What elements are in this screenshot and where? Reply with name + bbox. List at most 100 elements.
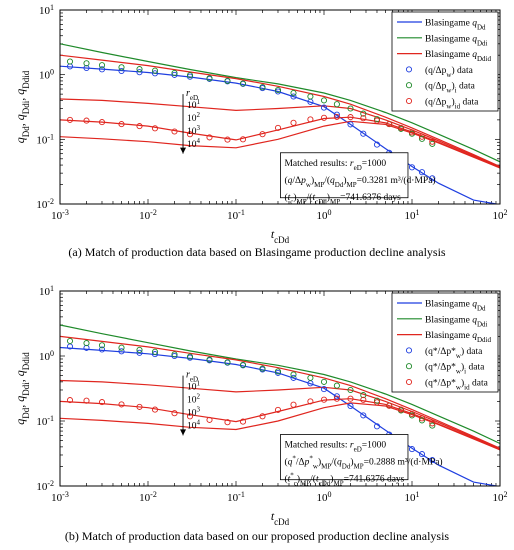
series-line-2: [60, 54, 500, 168]
legend-entry: (q*/Δp*w)id data: [405, 378, 489, 392]
y-tick-label: 10-1: [36, 132, 54, 147]
data-point: [83, 64, 90, 72]
series-line-0: [60, 346, 500, 486]
data-point: [98, 66, 106, 73]
data-point: [186, 72, 194, 79]
chart-panel-b: 10-3 10-2 10-1 100 101 10210-210-1100101tcDdq…: [13, 284, 508, 544]
data-point: [429, 457, 436, 464]
data-point: [259, 413, 266, 420]
x-tick-label: 102: [493, 208, 508, 223]
data-point: [224, 136, 231, 143]
legend-entry: Blasingame qDdi: [397, 34, 488, 47]
data-point: [360, 115, 367, 122]
data-point: [136, 349, 143, 356]
data-point: [259, 131, 266, 138]
data-point: [347, 105, 354, 112]
data-point: [333, 111, 340, 118]
legend-entry: Blasingame qDd: [397, 19, 486, 32]
data-point: [429, 138, 436, 145]
plot-frame: [59, 9, 501, 205]
data-point: [206, 356, 213, 363]
data-point: [66, 397, 74, 404]
data-point: [320, 114, 328, 121]
y-tick-label: 100: [39, 349, 54, 364]
legend-label: (q*/Δp*w)i data: [425, 362, 485, 376]
legend-label: (q/Δpw)id data: [425, 97, 479, 111]
data-point: [373, 141, 381, 148]
data-point: [429, 175, 436, 182]
reD-arrow-head: [180, 429, 187, 436]
data-point: [397, 124, 405, 131]
data-point: [274, 406, 282, 413]
reD-arrow-head: [180, 147, 187, 154]
data-point: [83, 340, 90, 347]
data-point: [171, 410, 178, 417]
data-point: [171, 71, 178, 78]
x-tick-label: 101: [405, 208, 420, 223]
data-point: [171, 128, 178, 135]
reD-value: 102: [187, 111, 201, 124]
x-tick-label: 101: [405, 490, 420, 505]
y-tick-label: 101: [39, 284, 54, 299]
y-tick-label: 10-2: [36, 479, 54, 494]
data-point: [429, 422, 436, 429]
y-axis-label: qDd, qDdi, qDdid: [13, 352, 31, 425]
data-point: [290, 89, 297, 97]
data-markers-2: [66, 395, 436, 427]
legend-label: Blasingame qDdi: [425, 315, 488, 328]
data-point: [397, 406, 405, 413]
data-point: [333, 113, 340, 120]
data-point: [118, 401, 125, 408]
data-point: [418, 417, 426, 424]
y-tick-label: 100: [39, 67, 54, 82]
y-axis-label: qDd, qDdi, qDdid: [13, 70, 31, 143]
legend: Blasingame qDd Blasingame qDdi Blasingame …: [391, 292, 499, 393]
x-axis-label: tcDd: [271, 509, 290, 527]
data-point: [83, 397, 90, 404]
y-tick-label: 10-1: [36, 414, 54, 429]
data-point: [118, 121, 125, 128]
series-line-0: [60, 65, 500, 204]
data-point: [239, 418, 247, 425]
data-point: [118, 64, 125, 71]
data-point: [136, 346, 143, 353]
data-point: [224, 77, 231, 84]
legend-box: [391, 11, 499, 112]
data-point: [347, 402, 354, 410]
chart-panel-a: 10-3 10-2 10-1 100 101 10210-210-1100101tcDdq…: [13, 3, 508, 260]
data-point: [186, 131, 194, 138]
data-point: [136, 123, 143, 130]
data-point: [333, 393, 340, 400]
legend-entry: (q/Δpw)i data: [405, 81, 476, 95]
legend-entry: Blasingame qDdid: [397, 50, 491, 63]
data-point: [408, 129, 416, 136]
legend-label: (q*/Δp*w)id data: [425, 378, 489, 392]
figure-caption: (a) Match of production data based on Bl…: [68, 245, 446, 259]
legend-label: (q/Δpw) data: [425, 65, 474, 79]
data-point: [347, 121, 354, 128]
legend-label: (q*/Δp*w) data: [425, 346, 483, 360]
data-point: [290, 371, 297, 378]
data-point: [347, 395, 354, 402]
data-point: [136, 69, 143, 76]
data-point: [98, 62, 106, 69]
data-point: [83, 117, 90, 124]
data-point: [307, 116, 314, 123]
legend-marker: [405, 82, 413, 89]
y-tick-label: 101: [39, 3, 54, 18]
data-point: [408, 410, 416, 418]
legend-label: (q/Δpw)i data: [425, 81, 476, 95]
data-point: [274, 368, 282, 375]
x-tick-label: 102: [493, 490, 508, 505]
data-point: [307, 93, 314, 100]
series-line-1: [60, 324, 500, 445]
legend-box: [391, 292, 499, 393]
data-point: [386, 121, 393, 128]
reD-value: 101: [187, 98, 201, 111]
x-tick-label: 10-3: [51, 208, 69, 223]
data-point: [347, 114, 354, 121]
data-point: [418, 169, 426, 176]
data-point: [186, 413, 194, 420]
